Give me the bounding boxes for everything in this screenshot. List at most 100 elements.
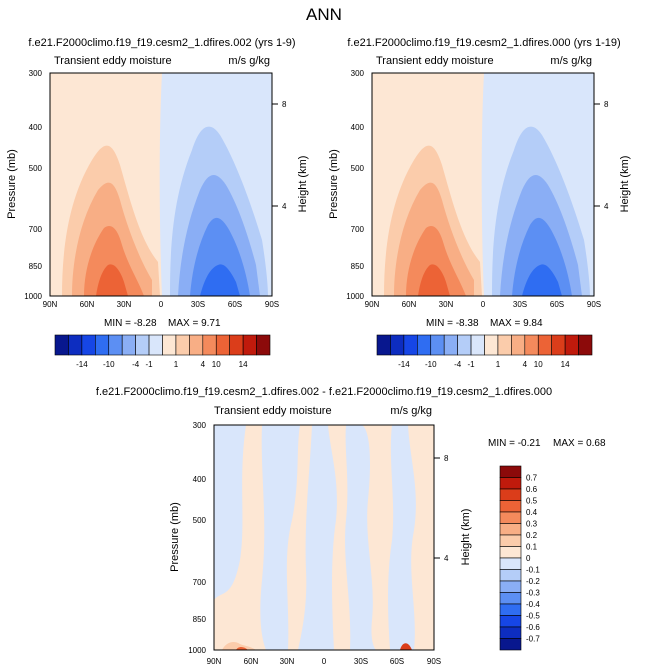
panel-1-x-tick: 30S	[191, 300, 205, 309]
panel-2-y-right-tick: 4	[604, 202, 609, 211]
panel-1-max-label: MAX = 9.71	[168, 318, 221, 329]
colorbar-panel-3-label: -0.3	[526, 589, 540, 598]
colorbar-panel-3-swatch	[499, 534, 522, 547]
colorbar-panel-1-label: -4	[132, 360, 140, 369]
colorbar-panel-3-swatch	[499, 511, 522, 524]
panel-3-contour-pos-6	[222, 642, 256, 650]
colorbar-panel-3-label: -0.1	[526, 566, 540, 575]
colorbar-panel-3-swatch	[499, 523, 522, 536]
panel-1-y-tick: 300	[29, 69, 43, 78]
colorbar-panel-2-label: 4	[523, 360, 528, 369]
colorbar-panel-3-label: 0	[526, 554, 531, 563]
colorbar-panel-3-swatch	[499, 546, 522, 559]
panel-1-x-tick: 90N	[43, 300, 58, 309]
panel-3-y-tick: 500	[193, 516, 207, 525]
colorbar-panel-2-label: 14	[561, 360, 570, 369]
panel-3-contour-pos-4	[362, 425, 394, 650]
panel-1-y-tick: 1000	[24, 292, 42, 301]
panel-1-y-tick: 700	[29, 225, 43, 234]
panel-1-y-right-tick: 4	[282, 202, 287, 211]
panel-1-title: f.e21.F2000climo.f19_f19.cesm2_1.dfires.…	[28, 37, 295, 49]
panel-2-y-tick: 700	[351, 225, 365, 234]
panel-3-y-tick: 700	[193, 578, 207, 587]
panel-2-y-right-tick: 8	[604, 100, 609, 109]
colorbar-panel-1-swatch	[215, 334, 230, 356]
colorbar-panel-3-swatch	[499, 638, 522, 651]
panel-2-contour-pos-3	[406, 225, 466, 296]
panel-3-y-ticks: 300 400 500 700 850 1000	[188, 421, 206, 655]
panel-2-y-ticks: 300 400 500 700 850 1000	[346, 69, 364, 301]
colorbar-panel-1-swatch	[135, 334, 150, 356]
panel-3-y-right-ticks: 8 4	[434, 454, 449, 563]
panel-2-plot	[371, 72, 595, 297]
colorbar-panel-1-swatch	[54, 334, 69, 356]
colorbar-panel-3-swatch	[499, 500, 522, 513]
panel-1-x-tick: 0	[159, 300, 164, 309]
colorbar-panel-3-label: 0.5	[526, 497, 538, 506]
panel-1-y-tick: 500	[29, 164, 43, 173]
panel-2-ylabel: Pressure (mb)	[328, 149, 340, 219]
colorbar-panel-2-swatch	[376, 334, 391, 356]
colorbar-panel-1-swatch	[229, 334, 244, 356]
colorbar-panel-1-label: 1	[174, 360, 179, 369]
colorbar-panel-2-swatch	[390, 334, 405, 356]
colorbar-panel-2-swatch	[430, 334, 445, 356]
panel-2-x-tick: 90N	[365, 300, 380, 309]
panel-3-contour-pos-5	[408, 425, 434, 650]
panel-1-y-ticks: 300 400 500 700 850 1000	[24, 69, 42, 301]
panel-1-y-right-ticks: 8 4	[272, 100, 287, 211]
panel-1-contour-neg-3	[190, 217, 250, 296]
panel-2-y-tick: 850	[351, 262, 365, 271]
colorbar-panel-1-label: -10	[103, 360, 115, 369]
panel-3-y-right-tick: 4	[444, 554, 449, 563]
panel-3-x-tick: 60N	[244, 657, 259, 666]
panel-2-x-tick: 0	[481, 300, 486, 309]
panel-1-contour-pos-4	[96, 264, 128, 296]
page-title: ANN	[306, 5, 342, 24]
colorbar-panel-3-swatch	[499, 465, 522, 478]
panel-1-y-tick: 400	[29, 123, 43, 132]
panel-3-contour-pos-1	[214, 425, 266, 650]
panel-2-y-tick: 1000	[346, 292, 364, 301]
colorbar-panel-1-swatch	[95, 334, 110, 356]
colorbar-panel-2-swatch	[511, 334, 526, 356]
colorbar-panel-3-label: -0.6	[526, 623, 540, 632]
colorbar-panel-1-swatch	[175, 334, 190, 356]
panel-3-x-tick: 30S	[354, 657, 368, 666]
colorbar-panel-1-swatch	[108, 334, 123, 356]
colorbar-panel-3-label: 0.3	[526, 520, 538, 529]
colorbar-panel-2: -14 -10 -4 -1 1 4 10 14	[376, 334, 593, 369]
colorbar-panel-1-swatch	[202, 334, 217, 356]
colorbar-panel-2-swatch	[578, 334, 593, 356]
colorbar-panel-3-label: 0.7	[526, 474, 538, 483]
panel-3-subtitle-right: m/s g/kg	[390, 405, 432, 417]
panel-1-x-tick: 60S	[228, 300, 242, 309]
panel-2-y-tick: 500	[351, 164, 365, 173]
colorbar-panel-1-swatch	[162, 334, 177, 356]
panel-1-frame	[49, 72, 273, 297]
colorbar-panel-2-swatch	[537, 334, 552, 356]
colorbar-panel-3-swatch	[499, 626, 522, 639]
colorbar-panel-3-label: 0.1	[526, 543, 538, 552]
panel-1-subtitle-right: m/s g/kg	[228, 55, 270, 67]
colorbar-panel-3-swatch	[499, 488, 522, 501]
colorbar-panel-3: 0.7 0.6 0.5 0.4 0.3 0.2 0.1 0 -0.1 -0.2 -0.3 -0.4 -0…	[499, 465, 540, 651]
panel-3-y-tick: 850	[193, 615, 207, 624]
panel-3-x-tick: 90S	[427, 657, 441, 666]
panel-1-ylabel-right: Height (km)	[297, 156, 309, 213]
panel-1: f.e21.F2000climo.f19_f19.cesm2_1.dfires.…	[6, 37, 309, 329]
panel-1-y-right-tick: 8	[282, 100, 287, 109]
colorbar-panel-3-label: -0.4	[526, 600, 540, 609]
panel-1-x-tick: 30N	[117, 300, 132, 309]
colorbar-panel-2-swatch	[417, 334, 432, 356]
colorbar-panel-1-swatch	[148, 334, 163, 356]
colorbar-panel-3-swatch	[499, 592, 522, 605]
colorbar-panel-3-label: 0.2	[526, 531, 538, 540]
panel-1-subtitle-left: Transient eddy moisture	[54, 55, 172, 67]
panel-2-x-tick: 60S	[550, 300, 564, 309]
panel-1-x-tick: 90S	[265, 300, 279, 309]
colorbar-panel-3-swatch	[499, 557, 522, 570]
colorbar-panel-2-swatch	[457, 334, 472, 356]
panel-2-y-tick: 300	[351, 69, 365, 78]
colorbar-panel-1-swatch	[242, 334, 257, 356]
